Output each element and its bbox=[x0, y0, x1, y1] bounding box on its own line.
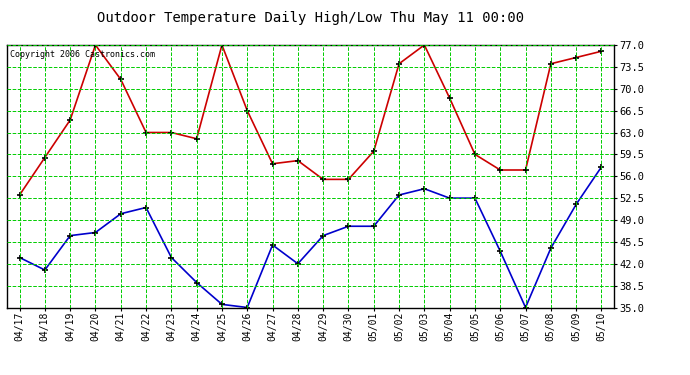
Text: Copyright 2006 Castronics.com: Copyright 2006 Castronics.com bbox=[10, 50, 155, 59]
Text: Outdoor Temperature Daily High/Low Thu May 11 00:00: Outdoor Temperature Daily High/Low Thu M… bbox=[97, 11, 524, 25]
